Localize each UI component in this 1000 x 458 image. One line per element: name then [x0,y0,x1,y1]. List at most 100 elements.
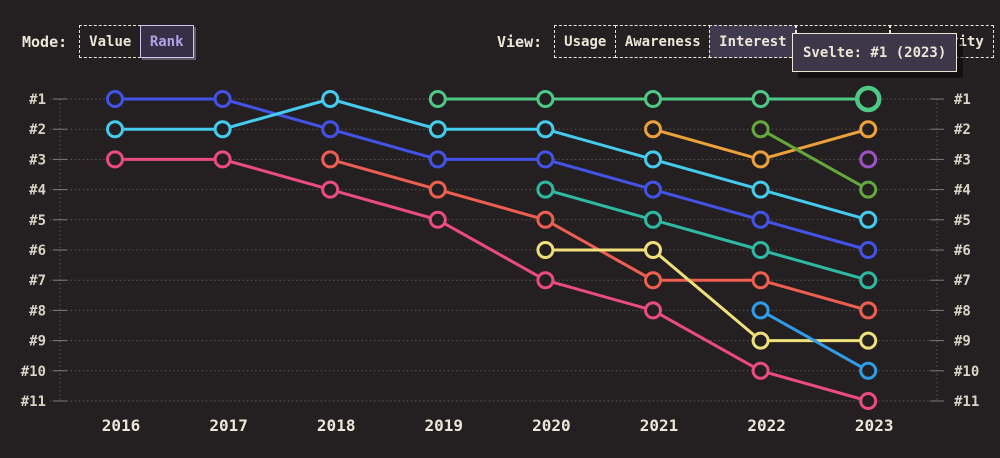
series-orange [644,120,878,169]
y-axis-label-right-#10: #10 [954,364,979,380]
data-point-cyan-2018[interactable] [321,90,340,108]
mode-label: Mode: [22,32,68,51]
data-point-cyan-2017[interactable] [213,120,232,139]
data-point-applegreen-2023[interactable] [859,180,878,199]
data-point-orange-2021[interactable] [644,120,662,139]
tooltip: Svelte: #1 (2023) [792,33,958,72]
y-axis-label-left-#4: #4 [29,183,46,199]
y-axis-label-right-#5: #5 [954,213,971,229]
data-point-cyan-2022[interactable] [751,180,770,199]
series-line-pink [113,157,870,403]
data-point-yellow-2021[interactable] [644,241,662,259]
y-axis-label-left-#3: #3 [29,152,46,168]
y-axis-label-left-#7: #7 [29,273,46,289]
data-point-purple-2023[interactable] [859,150,878,169]
data-point-green-2020[interactable] [536,90,555,108]
data-point-pink-2017[interactable] [213,150,232,169]
data-point-cyan-2016[interactable] [106,120,124,139]
data-point-green-2021[interactable] [644,90,662,108]
data-point-blue-2020[interactable] [536,150,555,169]
data-point-cyan-2023[interactable] [859,210,878,229]
series-applegreen [751,120,878,199]
data-point-green-2023-highlighted[interactable] [854,85,882,113]
data-point-blue-2021[interactable] [644,180,662,199]
series-line-cyan [113,97,870,222]
data-point-blue-2019[interactable] [428,150,447,169]
series-salmon [321,150,878,320]
data-point-pink-2016[interactable] [106,150,124,169]
data-point-salmon-2023[interactable] [859,301,878,320]
x-axis-label-2016: 2016 [102,416,141,435]
data-point-blue-2017[interactable] [213,90,232,108]
series-teal [536,180,878,290]
data-point-orange-2022[interactable] [751,150,770,169]
view-option-usage[interactable]: Usage [554,25,617,58]
data-point-skyblue-2023[interactable] [859,361,878,380]
y-axis-label-left-#10: #10 [21,364,46,380]
data-point-salmon-2018[interactable] [321,150,340,169]
y-axis-label-right-#4: #4 [954,183,971,199]
y-axis-label-left-#8: #8 [29,303,46,319]
data-point-salmon-2020[interactable] [536,210,555,229]
data-point-pink-2020[interactable] [536,271,555,290]
series-yellow [536,241,878,350]
data-point-green-2022[interactable] [751,90,770,108]
data-point-pink-2019[interactable] [428,210,447,229]
y-axis-label-left-#11: #11 [21,394,46,410]
y-axis-label-right-#6: #6 [954,243,971,259]
data-point-pink-2023[interactable] [859,392,878,410]
data-point-yellow-2022[interactable] [751,331,770,350]
x-axis-label-2022: 2022 [747,416,786,435]
series-pink [106,150,878,410]
x-axis-label-2023: 2023 [855,416,894,435]
data-point-cyan-2020[interactable] [536,120,555,139]
mode-option-rank[interactable]: Rank [139,25,194,58]
mode-toggle-group: Mode: Value Rank [22,25,194,58]
data-point-pink-2022[interactable] [751,361,770,380]
series-cyan [106,90,878,229]
data-point-green-2019[interactable] [428,90,447,108]
x-axis-label-2020: 2020 [532,416,571,435]
data-point-blue-2018[interactable] [321,120,340,139]
y-axis-label-left-#6: #6 [29,243,46,259]
series-skyblue [751,301,878,380]
x-axis-label-2018: 2018 [317,416,356,435]
data-point-cyan-2019[interactable] [428,120,447,139]
view-label: View: [497,32,543,51]
data-point-teal-2022[interactable] [751,241,770,259]
series-blue [106,90,878,259]
y-axis-label-right-#3: #3 [954,152,971,168]
data-point-yellow-2023[interactable] [859,331,878,350]
data-point-blue-2023[interactable] [859,241,878,259]
data-point-pink-2018[interactable] [321,180,340,199]
data-point-blue-2016[interactable] [106,90,124,108]
y-axis-label-right-#8: #8 [954,303,971,319]
data-point-salmon-2022[interactable] [751,271,770,290]
data-point-applegreen-2022[interactable] [751,120,770,139]
data-point-cyan-2021[interactable] [644,150,662,169]
series-line-salmon [328,157,870,312]
y-axis-label-right-#11: #11 [954,394,979,410]
view-option-interest[interactable]: Interest [709,25,797,58]
data-point-pink-2021[interactable] [644,301,662,320]
data-point-orange-2023[interactable] [859,120,878,139]
data-point-salmon-2019[interactable] [428,180,447,199]
y-axis-label-left-#1: #1 [29,92,46,108]
y-axis-label-right-#1: #1 [954,92,971,108]
series-green-svelte [428,85,882,113]
y-axis-label-right-#7: #7 [954,273,971,289]
data-point-skyblue-2022[interactable] [751,301,770,320]
series-line-blue [113,97,870,252]
data-point-salmon-2021[interactable] [644,271,662,290]
series-line-teal [543,188,870,282]
x-axis-label-2019: 2019 [425,416,464,435]
y-axis-label-left-#5: #5 [29,213,46,229]
data-point-teal-2021[interactable] [644,210,662,229]
data-point-yellow-2020[interactable] [536,241,555,259]
series-line-skyblue [759,308,870,373]
tooltip-text: Svelte: #1 (2023) [803,44,947,61]
data-point-teal-2023[interactable] [859,271,878,290]
data-point-blue-2022[interactable] [751,210,770,229]
data-point-teal-2020[interactable] [536,180,555,199]
